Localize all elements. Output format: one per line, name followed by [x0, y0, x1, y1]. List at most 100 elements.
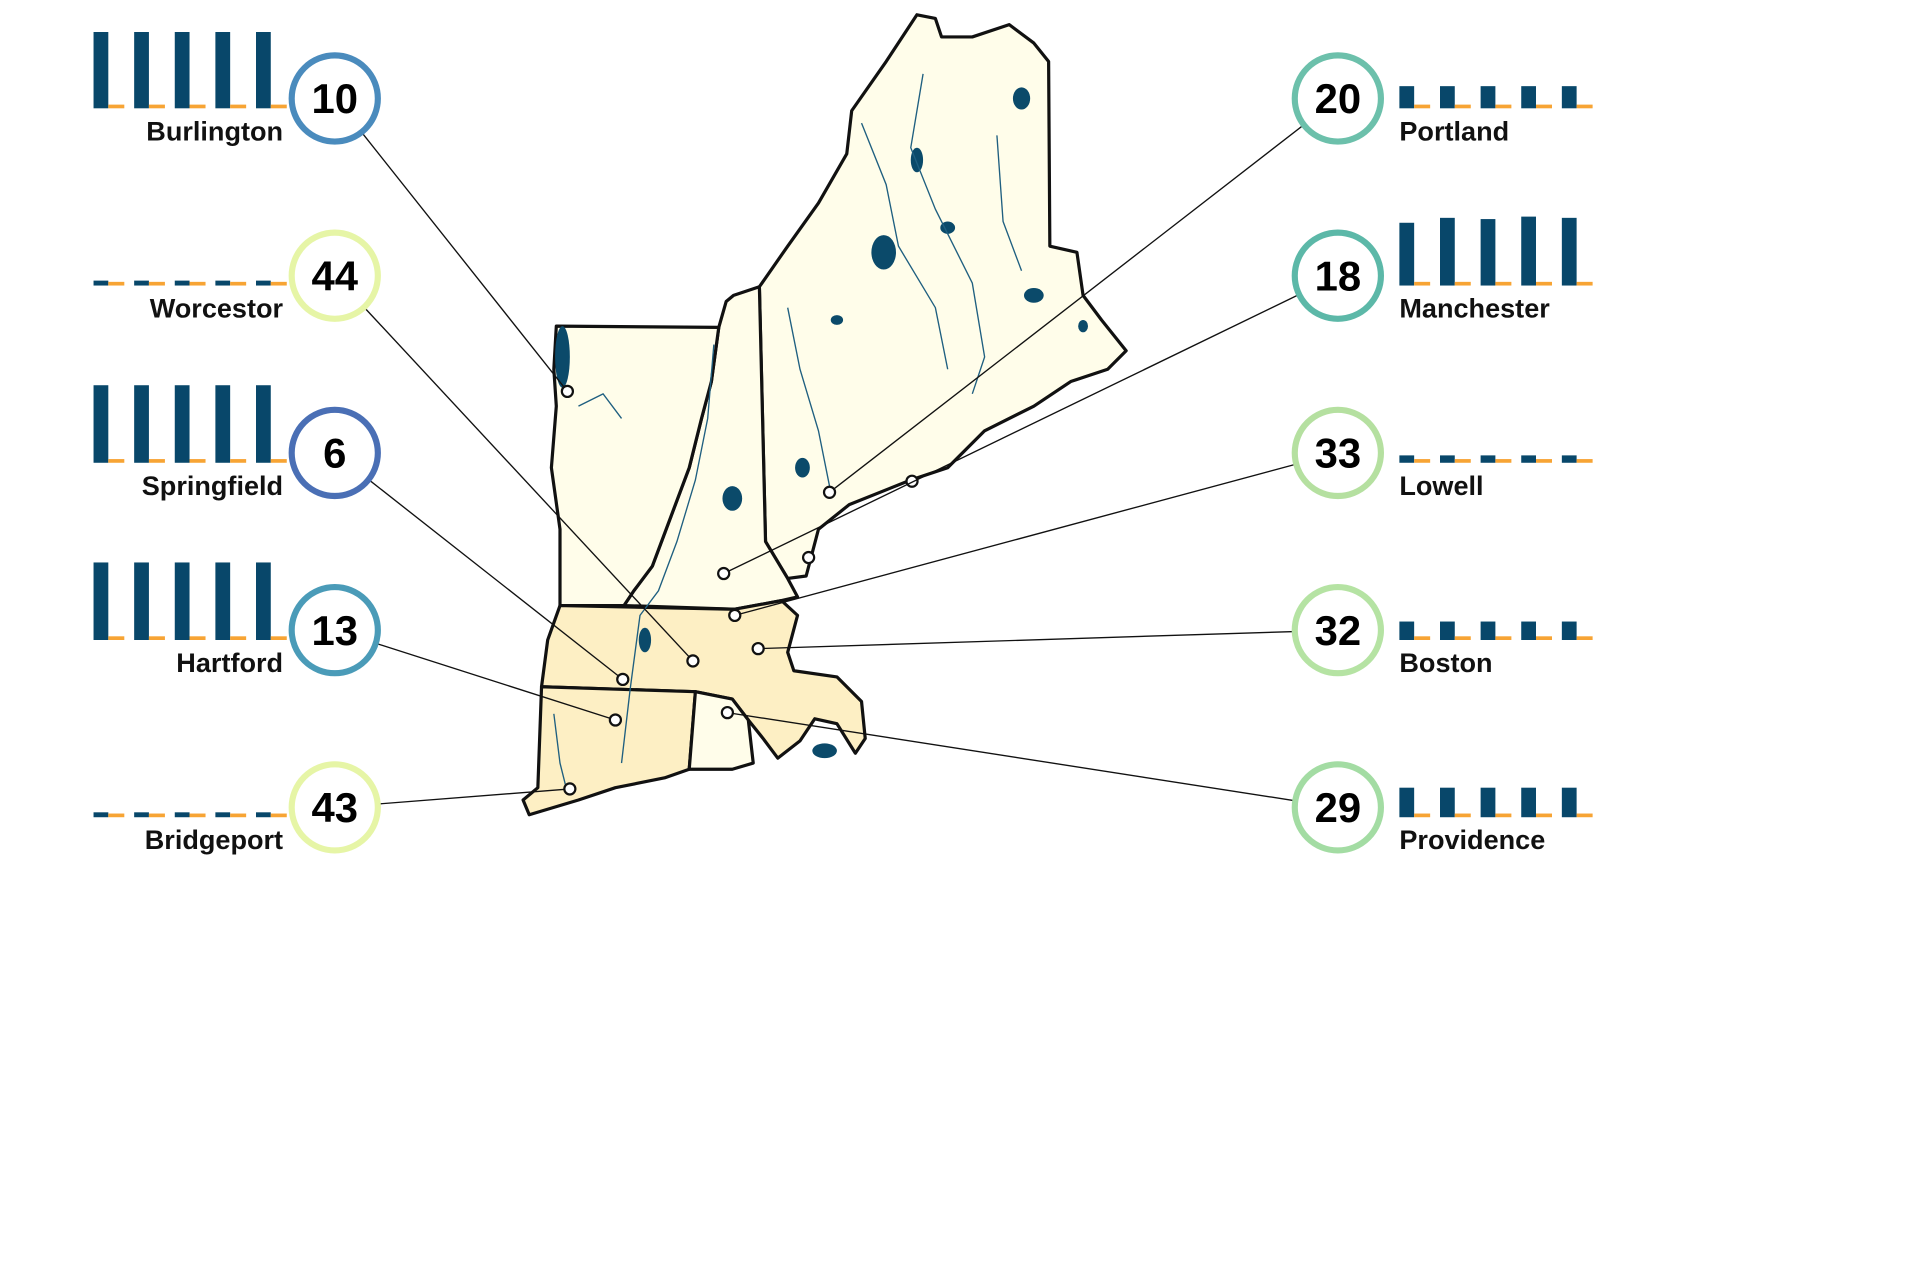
bar-base [1414, 813, 1431, 818]
bar-base [230, 459, 247, 463]
city-name: Lowell [1399, 470, 1483, 501]
bar-chart [93, 280, 287, 286]
connector-line [727, 711, 1296, 802]
bar [1561, 455, 1577, 463]
bar-chart [1399, 455, 1593, 463]
bar [93, 385, 109, 463]
bar [1521, 787, 1536, 818]
bar [1480, 621, 1496, 640]
connector-line [758, 630, 1295, 650]
bar [134, 385, 149, 463]
bar-base [230, 636, 247, 640]
bar-base [1576, 104, 1593, 109]
bar [134, 562, 149, 640]
bar [1480, 219, 1496, 286]
bar [1561, 86, 1577, 109]
city-point-worcestor [686, 654, 700, 668]
city-name: Burlington [146, 115, 283, 146]
connector-line [734, 463, 1297, 617]
bar-base [108, 636, 125, 640]
city-marker-bridgeport: 43 Bridgeport [93, 761, 381, 855]
bar [1399, 222, 1415, 286]
bar [215, 280, 231, 286]
bar [215, 562, 231, 640]
bar-base [230, 813, 247, 818]
bar-chart [93, 562, 287, 640]
city-name: Boston [1399, 647, 1492, 678]
city-point-providence [720, 705, 735, 720]
city-marker-providence: 29 Providence [1291, 761, 1593, 855]
bar-base [270, 104, 287, 109]
bar-base [1536, 459, 1552, 463]
bar-base [189, 813, 206, 818]
value-ring [1291, 761, 1384, 854]
bar-base [1495, 104, 1512, 109]
bar [174, 280, 190, 286]
bar [174, 32, 190, 109]
bar [256, 812, 271, 818]
city-value: 33 [1315, 430, 1362, 477]
bar-base [1414, 459, 1431, 463]
bar-base [270, 459, 287, 463]
bar [174, 385, 190, 463]
bar-chart [93, 812, 287, 818]
bar [1480, 787, 1496, 818]
bar-base [148, 813, 165, 818]
bar-chart [1399, 216, 1593, 286]
value-ring [288, 761, 381, 854]
city-marker-springfield: 6 Springfield [93, 385, 381, 501]
value-ring [288, 52, 381, 145]
bar [1440, 455, 1455, 463]
bar-base [230, 104, 247, 109]
bar [1521, 621, 1536, 640]
bar-base [1495, 636, 1512, 640]
value-ring [288, 406, 381, 500]
bar-base [108, 813, 125, 818]
bar [1440, 217, 1455, 286]
bar [256, 280, 271, 286]
bar [134, 812, 149, 818]
bar-base [148, 281, 165, 286]
state-maine [757, 13, 1128, 581]
city-value: 29 [1315, 784, 1362, 831]
bar-chart [1399, 787, 1593, 818]
bar-base [1454, 459, 1471, 463]
bar-chart [1399, 621, 1593, 640]
city-marker-portland: 20 Portland [1291, 52, 1593, 146]
city-name: Springfield [142, 470, 283, 501]
city-name: Portland [1399, 115, 1509, 146]
connector-line [361, 131, 568, 392]
connector-line [375, 642, 616, 721]
bar [1561, 621, 1577, 640]
value-ring [1291, 584, 1384, 677]
bar [1399, 86, 1415, 109]
bar-base [1454, 104, 1471, 109]
bar-base [270, 281, 287, 286]
bar-base [148, 104, 165, 109]
city-markers: 10 Burlington 44 Worcestor 6 Springfield 13 Har… [93, 32, 1593, 855]
bar [1440, 621, 1455, 640]
city-marker-burlington: 10 Burlington [93, 32, 381, 146]
bar-base [1576, 636, 1593, 640]
connector-line [723, 293, 1300, 575]
connector-line [829, 124, 1305, 493]
city-value: 44 [312, 252, 359, 299]
bar-base [1576, 459, 1593, 463]
bar-base [1576, 281, 1593, 286]
bar [134, 32, 149, 109]
city-marker-hartford: 13 Hartford [93, 562, 381, 678]
bar [93, 562, 109, 640]
bar-base [230, 281, 247, 286]
city-point-manchester [717, 566, 731, 581]
bar-base [1495, 281, 1512, 286]
region-map [521, 13, 1128, 817]
bar-base [1454, 281, 1471, 286]
connector-lines [361, 124, 1305, 805]
bar [1521, 86, 1536, 109]
city-point-bridgeport [563, 782, 577, 796]
bar [93, 280, 109, 286]
city-point-springfield [616, 672, 630, 687]
bar-base [148, 459, 165, 463]
bar-base [148, 636, 165, 640]
